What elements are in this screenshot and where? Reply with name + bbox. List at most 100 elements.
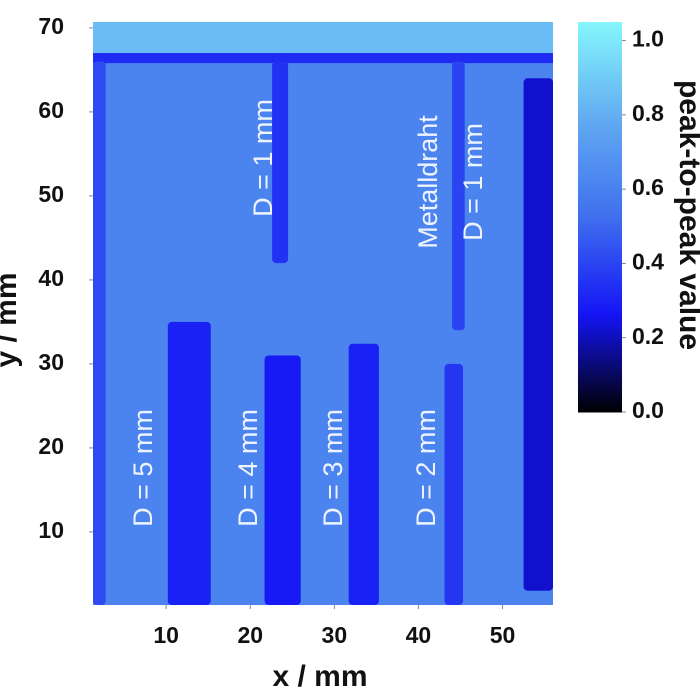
colorbar-segment [578,334,622,338]
colorbar-segment [578,392,622,397]
colorbar-segment [578,269,622,273]
colorbar-segment [578,356,622,361]
heatmap-cell [523,78,553,591]
colorbar-segment [578,22,622,26]
colorbar-segment [578,103,622,107]
colorbar-segment [578,96,622,101]
colorbar-segment [578,31,622,36]
colorbar-segment [578,64,622,68]
colorbar-segment [578,217,622,221]
colorbar-label: peak-to-peak value [673,80,700,350]
colorbar-segment [578,184,622,189]
x-tick-label: 50 [490,622,516,648]
colorbar-segment [578,80,622,85]
colorbar-segment [578,369,622,374]
colorbar-segment [578,246,622,250]
colorbar-tick-label: 0.0 [632,397,664,423]
colorbar-segment [578,77,622,81]
colorbar-segment [578,353,622,358]
colorbar-tick-label: 1.0 [632,26,664,52]
colorbar-segment [578,61,622,65]
colorbar-segment [578,93,622,98]
heatmap-cell [452,61,465,331]
colorbar-segment [578,343,622,348]
colorbar-segment [578,382,622,387]
colorbar-segment [578,35,622,39]
annotation: D = 5 mm [128,409,158,527]
colorbar-segment [578,243,622,247]
colorbar-segment [578,304,622,309]
x-tick-label: 30 [322,622,348,648]
colorbar-tick-label: 0.4 [632,249,664,275]
colorbar-segment [578,155,622,159]
colorbar-segment [578,109,622,114]
colorbar-segment [578,145,622,150]
colorbar-segment [578,165,622,169]
colorbar-segment [578,230,622,234]
colorbar-segment [578,158,622,163]
colorbar-segment [578,67,622,72]
x-tick-label: 20 [237,622,263,648]
colorbar-segment [578,113,622,117]
colorbar-segment [578,308,622,312]
colorbar-segment [578,220,622,224]
heatmap-cell [264,355,301,605]
y-tick-label: 70 [38,13,64,39]
colorbar-segment [578,402,622,406]
annotation: D = 1 mm [458,123,488,241]
colorbar-segment [578,259,622,263]
colorbar-segment [578,152,622,156]
colorbar-tick-label: 0.6 [632,174,664,200]
colorbar-segment [578,327,622,332]
colorbar-segment [578,239,622,244]
colorbar-segment [578,262,622,267]
colorbar-segment [578,204,622,208]
colorbar-segment [578,236,622,241]
colorbar-segment [578,223,622,228]
colorbar-segment [578,340,622,345]
colorbar-segment [578,200,622,205]
y-tick-label: 10 [38,517,64,543]
colorbar-segment [578,207,622,211]
colorbar-segment [578,187,622,192]
x-axis-label: x / mm [272,660,367,693]
colorbar-segment [578,314,622,319]
colorbar-segment [578,291,622,296]
colorbar-segment [578,119,622,124]
colorbar-segment [578,181,622,185]
heatmap-cell [348,343,379,605]
y-tick-label: 50 [38,181,64,207]
colorbar-segment [578,213,622,218]
colorbar-segment [578,48,622,52]
colorbar-segment [578,210,622,215]
colorbar-segment [578,363,622,367]
colorbar-segment [578,272,622,276]
heatmap-cell [93,22,553,54]
colorbar-segment [578,171,622,176]
colorbar-segment [578,233,622,237]
colorbar-segment [578,256,622,260]
colorbar-segment [578,161,622,166]
y-tick-label: 40 [38,265,64,291]
colorbar-segment [578,405,622,410]
colorbar-segment [578,295,622,299]
colorbar-segment [578,395,622,400]
heatmap-cell [93,53,553,64]
colorbar-segment [578,249,622,254]
colorbar-segment [578,74,622,78]
colorbar-segment [578,265,622,270]
annotation: D = 1 mm [248,99,278,217]
colorbar-segment [578,379,622,384]
colorbar-segment [578,298,622,302]
colorbar-segment [578,178,622,182]
colorbar-segment [578,168,622,172]
colorbar-segment [578,54,622,59]
colorbar-segment [578,252,622,257]
colorbar-segment [578,366,622,371]
colorbar-tick-label: 0.2 [632,323,664,349]
colorbar-segment [578,87,622,91]
colorbar-segment [578,148,622,153]
colorbar-segment [578,288,622,293]
colorbar-segment [578,139,622,143]
